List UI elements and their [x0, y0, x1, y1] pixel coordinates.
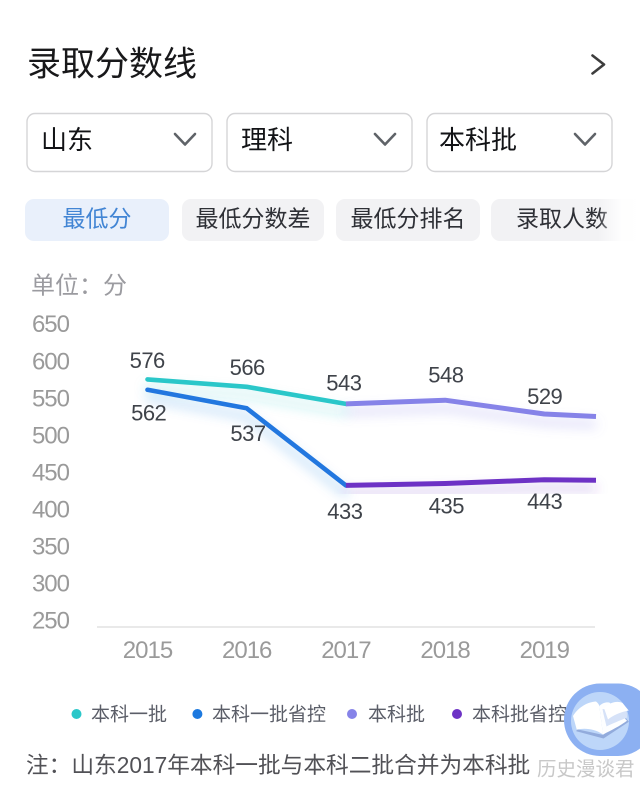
- svg-text:433: 433: [327, 499, 362, 524]
- svg-text:2018: 2018: [420, 637, 470, 664]
- svg-text:本科一批省控: 本科一批省控: [212, 704, 326, 726]
- svg-text:300: 300: [32, 571, 70, 598]
- svg-text:566: 566: [230, 355, 265, 380]
- svg-text:本科批: 本科批: [439, 125, 517, 155]
- svg-text:500: 500: [32, 422, 70, 449]
- svg-text:最低分排名: 最低分排名: [351, 206, 466, 232]
- svg-text:最低分数差: 最低分数差: [196, 206, 311, 232]
- svg-text:537: 537: [230, 421, 265, 446]
- svg-text:本科批: 本科批: [368, 704, 425, 726]
- svg-text:2016: 2016: [222, 637, 272, 664]
- svg-text:本科一批: 本科一批: [91, 704, 167, 726]
- svg-text:450: 450: [32, 460, 70, 487]
- svg-text:单位：分: 单位：分: [31, 273, 127, 300]
- svg-text:录取人数: 录取人数: [516, 206, 608, 232]
- svg-text:山东: 山东: [41, 125, 93, 155]
- svg-text:录取分数线: 录取分数线: [27, 46, 197, 84]
- svg-text:注：山东2017年本科一批与本科二批合并为本科批: 注：山东2017年本科一批与本科二批合并为本科批: [26, 752, 530, 778]
- svg-text:576: 576: [130, 348, 165, 373]
- svg-text:历史漫谈君: 历史漫谈君: [537, 759, 635, 781]
- svg-text:2017: 2017: [321, 637, 371, 664]
- svg-text:250: 250: [32, 608, 70, 635]
- svg-text:2019: 2019: [520, 637, 570, 664]
- svg-text:650: 650: [32, 311, 70, 338]
- svg-text:2015: 2015: [123, 637, 173, 664]
- svg-text:550: 550: [32, 385, 70, 412]
- svg-text:最低分: 最低分: [63, 206, 132, 232]
- svg-text:562: 562: [131, 401, 166, 426]
- svg-text:443: 443: [527, 489, 562, 514]
- svg-text:400: 400: [32, 497, 70, 524]
- svg-text:543: 543: [326, 371, 361, 396]
- svg-text:600: 600: [32, 348, 70, 375]
- svg-text:本科批省控: 本科批省控: [472, 704, 567, 726]
- svg-text:435: 435: [429, 494, 464, 519]
- svg-text:理科: 理科: [241, 125, 293, 155]
- svg-text:350: 350: [32, 534, 70, 561]
- svg-text:529: 529: [527, 384, 562, 409]
- svg-text:548: 548: [428, 363, 463, 388]
